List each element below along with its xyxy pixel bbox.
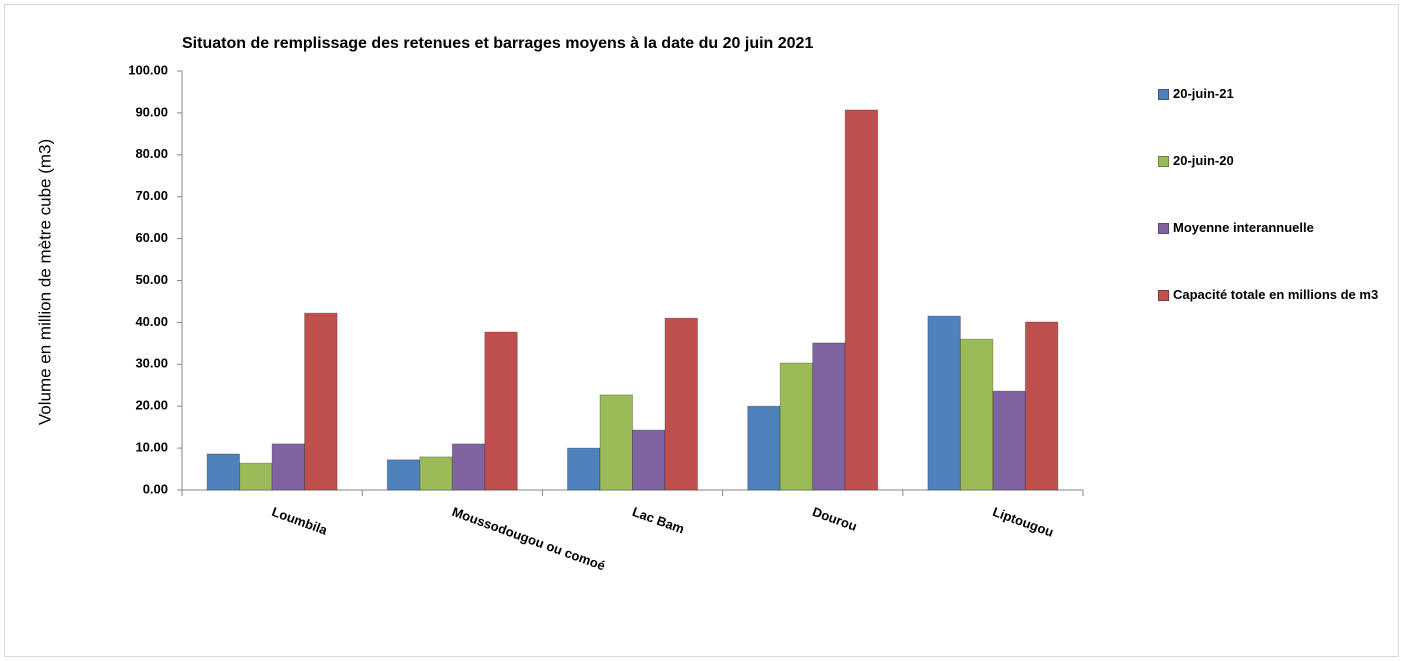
legend-label: 20-juin-21 [1173,86,1234,101]
legend-label: Capacité totale en millions de m3 [1173,287,1379,302]
legend: 20-juin-21 20-juin-20 Moyenne interannuell… [1158,86,1398,354]
bar [747,405,781,491]
x-tick-label: Liptougou [991,504,1056,540]
x-tick-label: Dourou [810,504,859,534]
legend-item: Capacité totale en millions de m3 [1158,287,1398,354]
bar [206,453,241,491]
legend-swatch [1158,290,1169,301]
y-tick-label: 0.00 [143,481,168,496]
y-tick-label: 90.00 [135,104,168,119]
legend-swatch [1158,89,1169,100]
bar [271,443,306,491]
bar [632,429,666,491]
bar [599,394,633,491]
y-tick-label: 60.00 [135,230,168,245]
legend-swatch [1158,156,1169,167]
bar [386,459,421,491]
legend-item: 20-juin-21 [1158,86,1398,153]
bar [484,331,518,491]
bar [664,317,698,491]
y-tick-label: 30.00 [135,356,168,371]
y-tick-label: 80.00 [135,146,168,161]
legend-label: 20-juin-20 [1173,153,1234,168]
legend-label: Moyenne interannuelle [1173,220,1314,235]
bar [812,342,846,491]
bar [959,338,994,491]
chart-border [4,4,1399,657]
legend-item: 20-juin-20 [1158,153,1398,220]
bar [451,443,486,491]
bar [1024,321,1059,491]
bar [419,456,453,491]
bar [239,462,273,491]
y-tick-label: 70.00 [135,188,168,203]
x-tick-label: Moussodougou ou comoé [450,504,607,573]
bar [779,362,814,491]
y-tick-label: 20.00 [135,398,168,413]
bar [927,315,961,491]
chart-title: Situaton de remplissage des retenues et … [182,35,813,52]
x-tick-label: Lac Bam [630,504,686,537]
y-tick-label: 50.00 [135,272,168,287]
y-axis-label: Volume en million de mètre cube (m3) [35,139,54,425]
y-tick-label: 10.00 [135,440,168,455]
bar [844,109,879,491]
bar [567,447,601,491]
legend-swatch [1158,223,1169,234]
bar [992,390,1026,491]
x-tick-label: Loumbila [270,504,330,538]
legend-item: Moyenne interannuelle [1158,220,1398,287]
y-tick-label: 100.00 [128,62,168,77]
y-tick-label: 40.00 [135,314,168,329]
bar [304,312,338,491]
